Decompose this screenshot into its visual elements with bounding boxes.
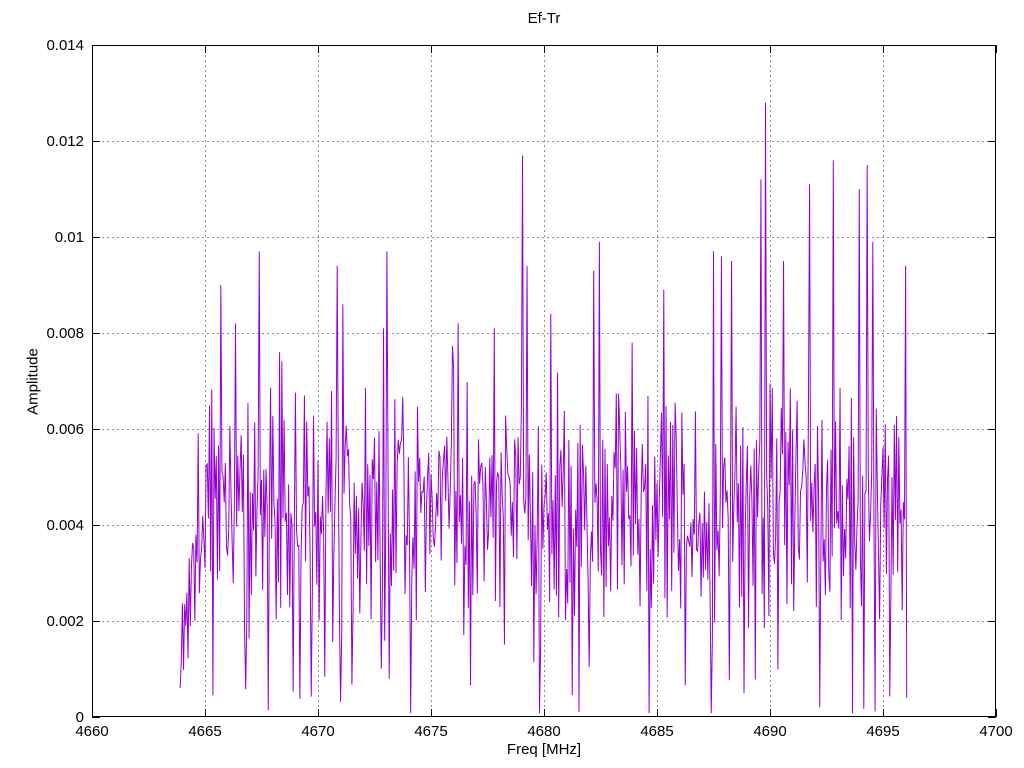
x-tick-label: 4685 (640, 723, 674, 740)
x-tick-label: 4695 (866, 723, 900, 740)
x-axis-label: Freq [MHz] (506, 741, 582, 758)
x-tick-label: 4675 (414, 723, 448, 740)
y-tick-label: 0 (75, 709, 84, 726)
spectrum-line (179, 102, 908, 714)
y-tick-label: 0.002 (46, 613, 84, 630)
x-tick-label: 4665 (188, 723, 222, 740)
y-tick-label: 0.012 (46, 133, 84, 150)
y-tick-label: 0.006 (46, 421, 84, 438)
x-tick-label: 4670 (301, 723, 335, 740)
x-tick-label: 4660 (75, 723, 109, 740)
plot-border (92, 45, 996, 717)
chart-title: Ef-Tr (527, 10, 561, 27)
x-tick-label: 4700 (979, 723, 1013, 740)
y-tick-label: 0.008 (46, 325, 84, 342)
y-tick-label: 0.004 (46, 517, 84, 534)
y-tick-label: 0.014 (46, 37, 84, 54)
x-tick-label: 4690 (753, 723, 787, 740)
x-tick-label: 4680 (527, 723, 561, 740)
y-tick-label: 0.01 (54, 229, 84, 246)
